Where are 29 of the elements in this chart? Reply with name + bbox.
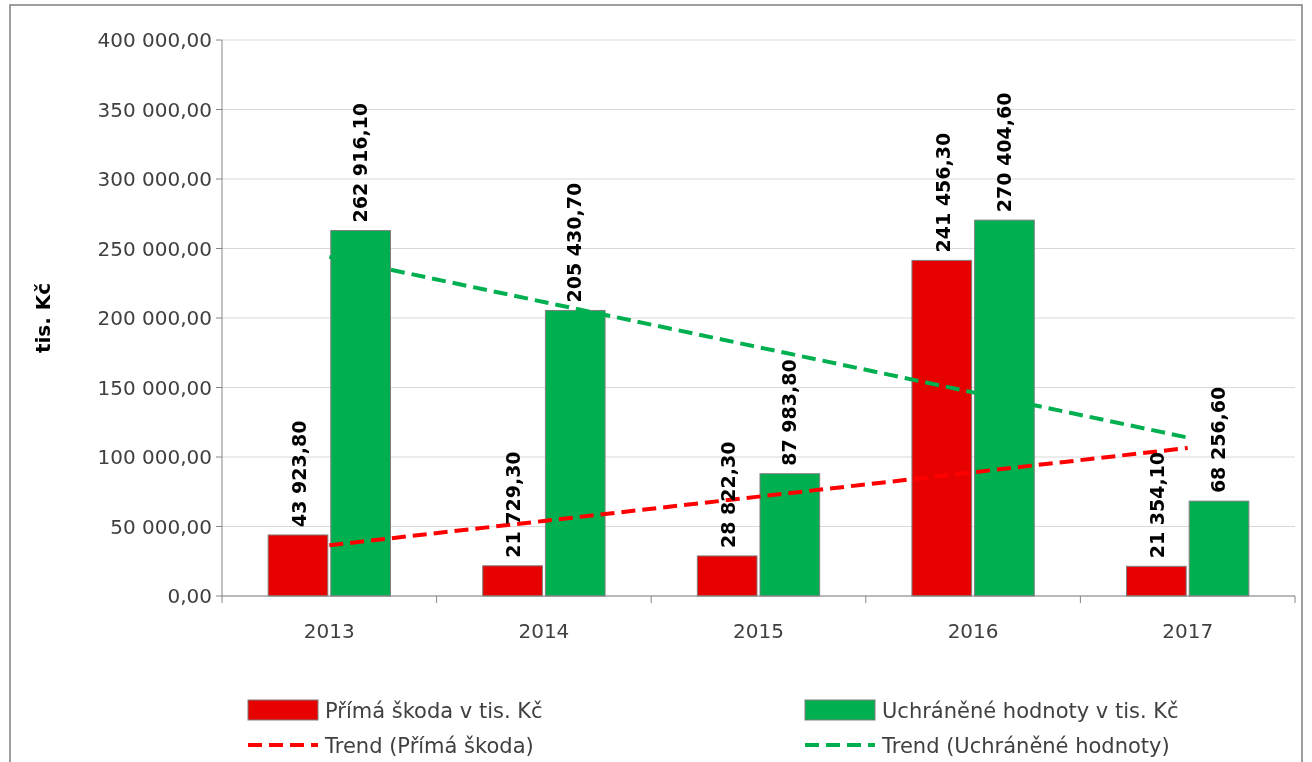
data-label: 43 923,80 <box>287 420 310 527</box>
y-tick-label: 0,00 <box>167 584 212 608</box>
y-tick-label: 150 000,00 <box>97 375 212 400</box>
data-label: 21 729,30 <box>502 451 525 558</box>
y-tick-label: 100 000,00 <box>97 445 212 469</box>
data-label: 241 456,30 <box>931 132 954 253</box>
y-tick-label: 400 000,00 <box>97 28 212 52</box>
data-label: 28 822,30 <box>716 441 739 548</box>
legend-label: Trend (Přímá škoda) <box>324 734 534 758</box>
y-axis-title: tis. Kč <box>31 282 55 354</box>
y-tick-label: 200 000,00 <box>97 306 212 330</box>
y-tick-label: 300 000,00 <box>97 167 212 191</box>
data-label: 262 916,10 <box>348 102 371 223</box>
y-tick-label: 250 000,00 <box>97 236 212 261</box>
x-tick-label: 2013 <box>303 619 355 643</box>
legend-label: Přímá škoda v tis. Kč <box>325 699 543 723</box>
x-tick-label: 2017 <box>1162 619 1214 643</box>
data-label: 21 354,10 <box>1146 451 1169 559</box>
y-tick-label: 50 000,00 <box>110 514 212 539</box>
x-tick-label: 2016 <box>947 619 999 643</box>
data-label: 68 256,60 <box>1207 386 1230 494</box>
data-label: 270 404,60 <box>992 92 1015 213</box>
legend-label: Uchráněné hodnoty v tis. Kč <box>882 699 1179 723</box>
legend-label: Trend (Uchráněné hodnoty) <box>881 734 1170 758</box>
data-label: 205 430,70 <box>563 182 586 303</box>
data-label: 87 983,80 <box>778 359 801 466</box>
y-tick-label: 350 000,00 <box>97 97 212 122</box>
x-tick-label: 2014 <box>518 619 570 643</box>
x-tick-label: 2015 <box>733 619 784 643</box>
